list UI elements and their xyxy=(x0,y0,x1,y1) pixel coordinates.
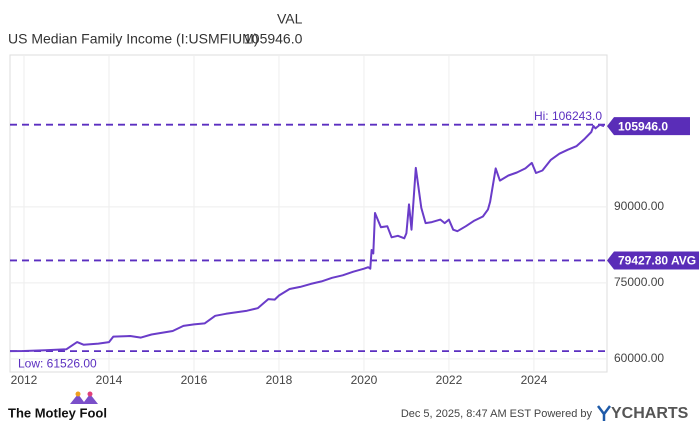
header-value: 105946.0 xyxy=(244,31,303,47)
y-tick-label: 75000.00 xyxy=(614,275,664,289)
reference-tag xyxy=(607,251,699,270)
value-header: VAL xyxy=(277,11,303,27)
reference-label: 79427.80 AVG xyxy=(618,254,696,268)
reference-label: Low: 61526.00 xyxy=(18,356,97,370)
data-line xyxy=(9,123,605,353)
last-value-label: 105946.0 xyxy=(618,119,668,133)
ycharts-mark xyxy=(597,405,611,421)
y-tick-label: 60000.00 xyxy=(614,351,664,365)
y-tick-label: 90000.00 xyxy=(614,199,664,213)
timestamp: Dec 5, 2025, 8:47 AM EST Powered by xyxy=(401,408,593,420)
plot-frame xyxy=(9,54,608,373)
chart-title: US Median Family Income (I:USMFIUM) xyxy=(8,31,258,47)
x-tick-label: 2022 xyxy=(436,373,463,387)
last-value-tag xyxy=(607,117,690,136)
motley-fool-logo xyxy=(70,391,98,404)
x-tick-label: 2018 xyxy=(266,373,293,387)
x-tick-label: 2016 xyxy=(181,373,208,387)
jester-hat xyxy=(70,394,98,404)
x-tick-label: 2020 xyxy=(351,373,378,387)
hat-bell xyxy=(87,391,93,397)
x-tick-label: 2012 xyxy=(11,373,38,387)
provider: YCHARTS xyxy=(611,405,689,422)
x-tick-label: 2014 xyxy=(96,373,123,387)
brand: The Motley Fool xyxy=(8,405,107,420)
hat-bell xyxy=(75,391,81,397)
x-tick-label: 2024 xyxy=(521,373,548,387)
reference-label: Hi: 106243.0 xyxy=(534,109,602,123)
